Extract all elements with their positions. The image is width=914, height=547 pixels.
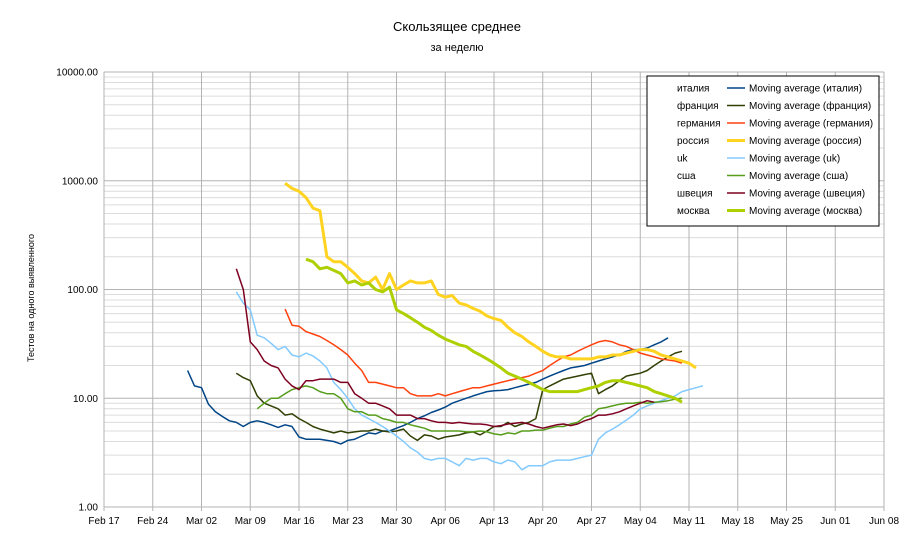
legend-entry-label: uk <box>677 154 689 165</box>
legend-series-label: Moving average (москва) <box>749 206 862 217</box>
legend-series-label: Moving average (uk) <box>749 154 840 165</box>
y-axis-label: Тестов на одного выявленного <box>26 234 36 362</box>
x-tick-label: Mar 30 <box>381 516 413 527</box>
y-tick-label: 10.00 <box>73 394 98 405</box>
legend-entry-label: россия <box>677 136 709 147</box>
series-line-4 <box>284 182 697 370</box>
x-tick-label: Apr 13 <box>479 516 509 527</box>
y-tick-label: 10000.00 <box>56 68 98 79</box>
x-tick-label: Apr 20 <box>528 516 558 527</box>
series-line-8 <box>305 257 683 404</box>
series-line-7 <box>235 268 655 429</box>
legend-series-label: Moving average (германия) <box>749 119 873 130</box>
legend-entry-label: сша <box>677 171 696 182</box>
y-tick-label: 1000.00 <box>62 176 99 187</box>
x-tick-label: Apr 27 <box>577 516 607 527</box>
x-tick-label: Feb 17 <box>88 516 120 527</box>
x-tick-label: Feb 24 <box>137 516 169 527</box>
legend-entry-label: италия <box>677 84 709 95</box>
x-tick-label: May 04 <box>624 516 657 527</box>
x-tick-label: Mar 02 <box>186 516 218 527</box>
x-tick-label: Mar 16 <box>283 516 315 527</box>
legend: италия Moving average (италия) франция Movi… <box>646 75 880 227</box>
legend-series-label: Moving average (швеция) <box>749 189 865 200</box>
chart-subtitle: за неделю <box>430 42 483 54</box>
legend-series-label: Moving average (италия) <box>749 84 862 95</box>
x-tick-label: May 18 <box>721 516 754 527</box>
legend-series-label: Moving average (сша) <box>749 171 848 182</box>
y-tick-label: 100.00 <box>67 285 98 296</box>
x-tick-label: Apr 06 <box>431 516 461 527</box>
legend-series-label: Moving average (россия) <box>749 136 862 147</box>
x-tick-label: Jun 08 <box>869 516 899 527</box>
series-line-3 <box>284 308 683 397</box>
x-tick-label: Mar 23 <box>332 516 364 527</box>
y-tick-label: 1.00 <box>79 503 99 514</box>
legend-entry-label: германия <box>677 119 721 130</box>
x-tick-label: May 25 <box>770 516 803 527</box>
x-tick-label: Mar 09 <box>235 516 267 527</box>
series-lines <box>186 182 704 471</box>
series-line-1 <box>186 337 669 445</box>
legend-series-label: Moving average (франция) <box>749 100 871 112</box>
legend-entry-label: москва <box>677 206 710 217</box>
legend-entry-label: франция <box>677 100 719 112</box>
series-line-6 <box>256 385 683 436</box>
series-line-2 <box>235 350 683 442</box>
axes: 1.00 10.00 100.00 1000.00 10000.00 Feb 17 Feb … <box>56 68 899 528</box>
legend-box <box>646 75 880 227</box>
chart-title: Скользящее среднее <box>393 19 521 34</box>
legend-entry-label: швеция <box>677 189 713 200</box>
x-tick-label: Jun 01 <box>820 516 850 527</box>
series-line-5 <box>235 291 704 471</box>
x-tick-label: May 11 <box>673 516 705 527</box>
